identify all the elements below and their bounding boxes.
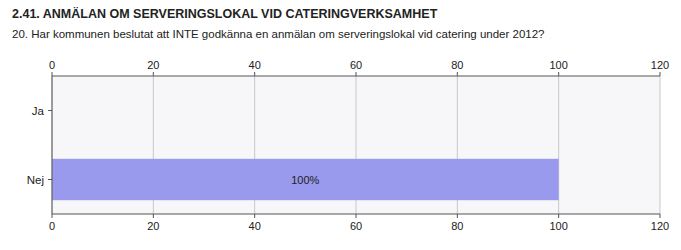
x-tick-label: 40	[249, 220, 261, 232]
x-tick-top	[356, 72, 357, 76]
x-tick-label-top: 20	[147, 59, 159, 71]
y-tick-label: Ja	[32, 105, 45, 117]
bar	[52, 159, 559, 200]
y-axis-line	[52, 76, 53, 214]
x-tick-top	[254, 72, 255, 76]
x-tick-label-top: 100	[549, 59, 567, 71]
x-tick	[457, 214, 458, 218]
x-tick-label-top: 60	[350, 59, 362, 71]
subtitle: 20. Har kommunen beslutat att INTE godkä…	[12, 28, 545, 40]
plot-background	[52, 76, 660, 214]
y-tick	[48, 110, 52, 111]
x-tick	[356, 214, 357, 218]
x-tick-label: 100	[549, 220, 567, 232]
x-tick-top	[52, 72, 53, 76]
x-tick-top	[457, 72, 458, 76]
x-tick-top	[558, 72, 559, 76]
x-tick-top	[153, 72, 154, 76]
chart-container: 2.41. ANMÄLAN OM SERVERINGSLOKAL VID CAT…	[0, 0, 681, 250]
grid-line	[52, 76, 53, 214]
x-tick	[660, 214, 661, 218]
grid	[52, 76, 660, 214]
x-tick	[558, 214, 559, 218]
x-tick	[254, 214, 255, 218]
x-tick	[153, 214, 154, 218]
x-tick-label-top: 40	[249, 59, 261, 71]
x-tick-label-top: 0	[49, 59, 55, 71]
x-tick-label: 20	[147, 220, 159, 232]
x-tick-top	[660, 72, 661, 76]
x-tick-label: 0	[49, 220, 55, 232]
x-tick-label: 60	[350, 220, 362, 232]
y-tick-label: Nej	[27, 174, 44, 186]
chart: 2.41. ANMÄLAN OM SERVERINGSLOKAL VID CAT…	[0, 0, 681, 250]
x-tick-label: 120	[651, 220, 669, 232]
x-tick	[52, 214, 53, 218]
y-tick	[48, 179, 52, 180]
title: 2.41. ANMÄLAN OM SERVERINGSLOKAL VID CAT…	[12, 6, 438, 21]
x-tick-label-top: 120	[651, 59, 669, 71]
x-tick-label: 80	[451, 220, 463, 232]
grid-line	[660, 76, 661, 214]
data-label: 100%	[291, 174, 319, 186]
bars	[52, 159, 559, 200]
x-tick-label-top: 80	[451, 59, 463, 71]
